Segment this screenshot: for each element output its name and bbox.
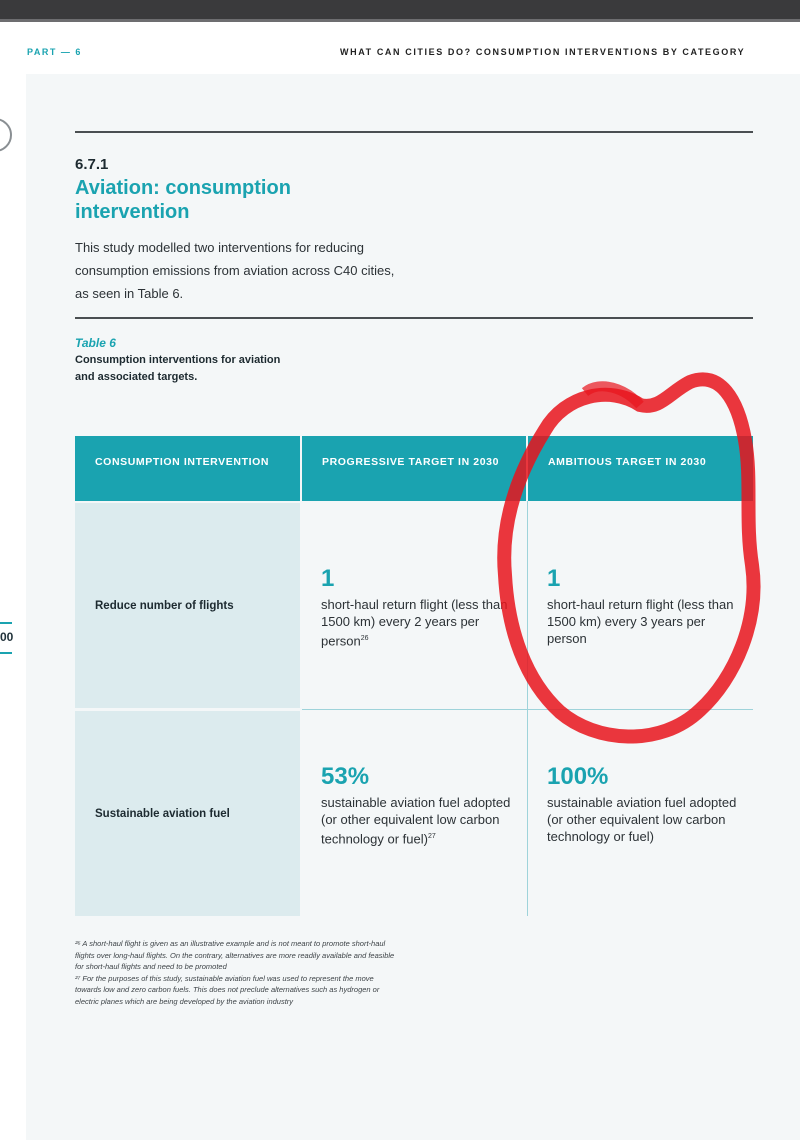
cell-fuel-ambitious: 100% sustainable aviation fuel adopted (… <box>547 762 747 845</box>
table-header-intervention: CONSUMPTION INTERVENTION <box>75 436 300 501</box>
side-page-number: 00 <box>0 630 14 644</box>
window-frame <box>0 0 800 22</box>
footnote-ref: 27 <box>427 833 436 840</box>
table-header-progressive: PROGRESSIVE TARGET IN 2030 <box>302 436 526 501</box>
row-header-fuel: Sustainable aviation fuel <box>75 711 300 916</box>
cell-description: sustainable aviation fuel adopted (or ot… <box>547 795 737 844</box>
footnote-27: ²⁷ For the purposes of this study, susta… <box>75 973 380 1006</box>
cell-value: 1 <box>547 565 561 592</box>
row-header-label: Reduce number of flights <box>95 599 234 612</box>
section-number: 6.7.1 <box>75 156 109 173</box>
footnotes: ²⁶ A short-haul flight is given as an il… <box>75 938 395 1007</box>
cell-value: 53% <box>321 763 370 790</box>
cell-fuel-progressive: 53% sustainable aviation fuel adopted (o… <box>321 762 521 847</box>
footnote-ref: 26 <box>360 635 369 642</box>
row-header-label: Sustainable aviation fuel <box>95 807 230 820</box>
cell-value: 1 <box>321 565 335 592</box>
cell-description: short-haul return flight (less than 1500… <box>547 597 734 646</box>
side-tick-bottom <box>0 652 12 654</box>
section-rule-bottom <box>75 317 753 319</box>
row-header-flights: Reduce number of flights <box>75 503 300 708</box>
section-rule-top <box>75 131 753 133</box>
nav-circle-icon[interactable] <box>0 118 12 152</box>
cell-flights-progressive: 1 short-haul return flight (less than 15… <box>321 564 521 649</box>
section-title: Aviation: consumption intervention <box>75 177 291 223</box>
section-intro: This study modelled two interventions fo… <box>75 240 395 301</box>
table-label: Table 6 <box>75 336 116 350</box>
footnote-26: ²⁶ A short-haul flight is given as an il… <box>75 939 395 971</box>
cell-flights-ambitious: 1 short-haul return flight (less than 15… <box>547 564 747 647</box>
cell-description: sustainable aviation fuel adopted (or ot… <box>321 795 511 847</box>
table-caption: Consumption interventions for aviation a… <box>75 354 281 383</box>
side-tick-top <box>0 622 12 624</box>
table-row-divider <box>302 709 753 710</box>
table-header-ambitious: AMBITIOUS TARGET IN 2030 <box>528 436 753 501</box>
cell-value: 100% <box>547 763 609 790</box>
cell-description: short-haul return flight (less than 1500… <box>321 597 508 649</box>
running-head: WHAT CAN CITIES DO? CONSUMPTION INTERVEN… <box>340 47 746 57</box>
part-label: PART — 6 <box>27 47 82 57</box>
header-bar <box>0 22 800 74</box>
